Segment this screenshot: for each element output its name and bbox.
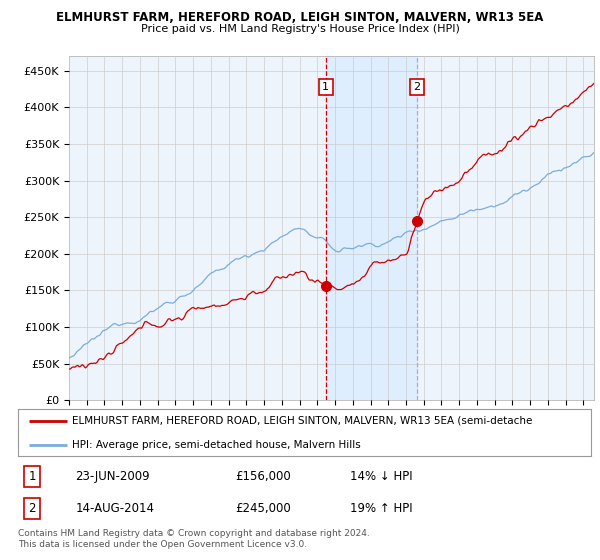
Text: 23-JUN-2009: 23-JUN-2009 xyxy=(76,470,150,483)
Text: Contains HM Land Registry data © Crown copyright and database right 2024.
This d: Contains HM Land Registry data © Crown c… xyxy=(18,529,370,549)
Text: 14% ↓ HPI: 14% ↓ HPI xyxy=(350,470,413,483)
Text: HPI: Average price, semi-detached house, Malvern Hills: HPI: Average price, semi-detached house,… xyxy=(73,440,361,450)
Text: 2: 2 xyxy=(413,82,421,92)
Text: 14-AUG-2014: 14-AUG-2014 xyxy=(76,502,154,515)
Text: £156,000: £156,000 xyxy=(236,470,292,483)
Bar xyxy=(326,56,417,400)
Text: 1: 1 xyxy=(29,470,36,483)
Text: 1: 1 xyxy=(322,82,329,92)
Text: ELMHURST FARM, HEREFORD ROAD, LEIGH SINTON, MALVERN, WR13 5EA (semi-detache: ELMHURST FARM, HEREFORD ROAD, LEIGH SINT… xyxy=(73,416,533,426)
Text: 19% ↑ HPI: 19% ↑ HPI xyxy=(350,502,413,515)
Text: 2: 2 xyxy=(29,502,36,515)
Text: £245,000: £245,000 xyxy=(236,502,292,515)
Text: ELMHURST FARM, HEREFORD ROAD, LEIGH SINTON, MALVERN, WR13 5EA: ELMHURST FARM, HEREFORD ROAD, LEIGH SINT… xyxy=(56,11,544,24)
Text: Price paid vs. HM Land Registry's House Price Index (HPI): Price paid vs. HM Land Registry's House … xyxy=(140,24,460,34)
